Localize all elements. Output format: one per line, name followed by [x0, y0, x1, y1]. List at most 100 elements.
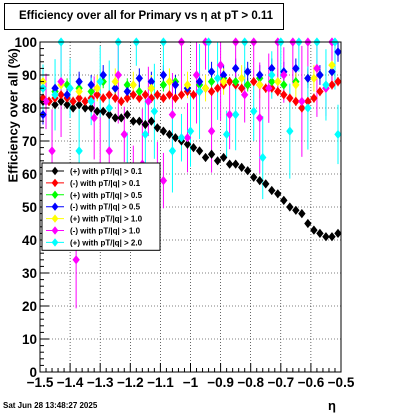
data-point	[292, 96, 300, 106]
data-point	[129, 80, 137, 90]
legend-marker	[51, 238, 59, 247]
x-tick-label: −0.8	[237, 375, 264, 390]
x-tick-label: −0.7	[267, 375, 294, 390]
data-point	[111, 93, 119, 103]
data-point	[57, 77, 65, 87]
legend-layer: (+) with pT/|q| > 0.1 (-) with pT/|q| > 0…	[41, 162, 161, 251]
data-point	[120, 129, 128, 139]
data-point	[207, 77, 216, 87]
data-point	[280, 70, 288, 80]
data-point	[304, 96, 312, 106]
data-point	[213, 83, 222, 93]
data-point	[259, 152, 267, 163]
data-point	[165, 77, 174, 87]
data-point	[231, 159, 240, 169]
data-point	[313, 63, 321, 73]
data-point	[147, 116, 156, 126]
data-point	[75, 146, 83, 156]
data-point	[201, 152, 210, 163]
data-point	[99, 93, 107, 103]
y-tick-label: 0	[29, 365, 37, 380]
data-point	[177, 90, 186, 100]
data-point	[168, 110, 177, 120]
data-point	[111, 83, 119, 93]
data-point	[69, 96, 77, 106]
data-point	[195, 77, 204, 87]
y-tick-label: 30	[22, 266, 37, 281]
data-point	[150, 106, 159, 116]
data-point	[57, 90, 65, 100]
data-point	[256, 80, 264, 90]
data-point	[231, 77, 240, 87]
data-point	[51, 90, 59, 100]
data-point	[304, 103, 312, 113]
data-point	[159, 126, 168, 136]
data-point	[334, 77, 342, 87]
data-point	[105, 90, 113, 100]
y-tick-label: 60	[22, 167, 37, 182]
data-point	[171, 133, 180, 143]
data-point	[292, 63, 300, 73]
data-point	[268, 63, 276, 73]
legend-entry: (+) with pT/|q| > 2.0	[70, 238, 143, 247]
legend-marker	[51, 190, 59, 199]
data-point	[66, 83, 74, 93]
data-point	[81, 103, 89, 113]
data-point	[292, 205, 300, 215]
legend-entry: (+) with pT/|q| > 0.1	[70, 167, 143, 176]
timestamp: Sat Jun 28 13:48:27 2025	[3, 401, 98, 410]
data-point	[256, 113, 264, 123]
data-point	[48, 146, 56, 156]
data-point	[192, 70, 201, 80]
data-point	[105, 146, 113, 156]
data-point	[310, 73, 318, 83]
data-point	[216, 60, 225, 70]
x-tick-label: −0.6	[298, 375, 325, 390]
data-point	[213, 73, 222, 83]
data-point	[298, 209, 306, 219]
data-point	[334, 47, 342, 57]
data-point	[241, 90, 249, 100]
y-axis-label: Efficiency over all (%)	[5, 48, 21, 183]
data-point	[274, 77, 282, 87]
data-point	[195, 86, 204, 97]
data-point	[328, 232, 336, 242]
data-point	[168, 146, 177, 156]
data-point	[244, 166, 252, 176]
legend-entry: (-) with pT/|q| > 0.5	[70, 203, 141, 212]
data-point	[256, 70, 264, 80]
data-point	[189, 143, 198, 153]
axis-layer: −1.5 −1.4 −1.3 −1.2 −1.1 −1 −0.9 −0.8 −0.7 −0.6 −0…	[14, 35, 354, 390]
data-point	[87, 103, 95, 113]
data-point	[186, 126, 195, 136]
data-point	[213, 156, 222, 166]
x-tick-label: −1.2	[117, 375, 144, 390]
x-tick-label: −1	[183, 375, 199, 390]
data-point	[334, 129, 342, 139]
data-point	[42, 96, 50, 106]
data-point	[63, 90, 71, 100]
data-point	[93, 90, 101, 100]
data-point	[244, 67, 252, 77]
data-point	[231, 110, 240, 120]
data-point	[286, 93, 294, 103]
data-point	[183, 80, 192, 90]
legend-marker	[51, 202, 59, 211]
data-point	[105, 110, 113, 120]
data-point	[117, 113, 125, 123]
data-point	[237, 83, 246, 93]
data-point	[93, 106, 101, 116]
chart-title: Efficiency over all for Primary vs η at …	[19, 10, 274, 22]
y-tick-label: 50	[22, 200, 37, 215]
legend-marker	[51, 214, 59, 223]
data-point	[159, 80, 168, 90]
data-point	[51, 83, 59, 93]
data-point	[219, 70, 228, 80]
data-point	[141, 119, 150, 130]
data-point	[201, 83, 210, 93]
data-point	[219, 152, 228, 163]
data-point	[75, 77, 83, 87]
data-point	[93, 83, 101, 93]
data-point	[310, 93, 318, 103]
